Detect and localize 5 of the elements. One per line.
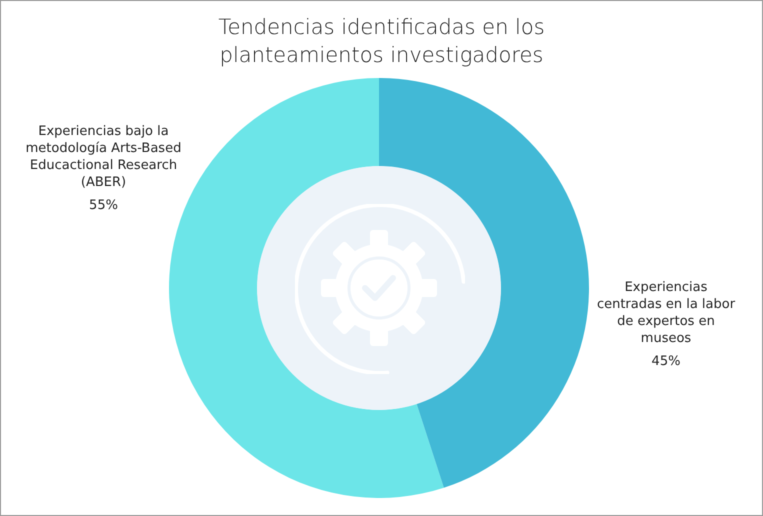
data-label: 55% — [88, 197, 119, 214]
chart-title: Tendencias identificadas en los planteamientos investigadores — [217, 14, 546, 69]
data-label: 45% — [650, 353, 682, 370]
slice-label: Experiencias bajo la metodología Arts-Based Educactional Research (ABER) — [24, 123, 182, 191]
slice-label: Experiencias centradas en la labor de expertos en museos — [596, 279, 736, 347]
